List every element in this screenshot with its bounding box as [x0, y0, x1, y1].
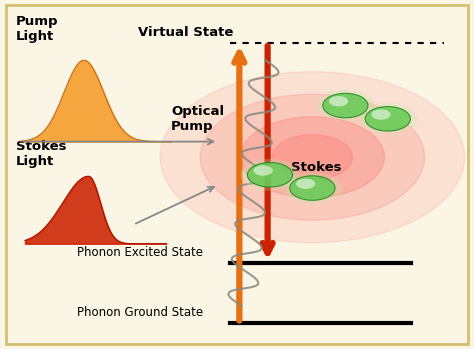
Text: Phonon Ground State: Phonon Ground State	[77, 306, 203, 319]
Ellipse shape	[358, 103, 417, 135]
Ellipse shape	[290, 176, 335, 200]
Ellipse shape	[160, 72, 465, 243]
Ellipse shape	[372, 109, 391, 120]
Ellipse shape	[247, 163, 292, 187]
Text: Phonon Excited State: Phonon Excited State	[77, 246, 203, 259]
Text: Optical
Pump: Optical Pump	[171, 105, 224, 133]
Ellipse shape	[323, 93, 368, 118]
FancyBboxPatch shape	[6, 5, 468, 344]
Ellipse shape	[329, 96, 348, 106]
Ellipse shape	[254, 165, 273, 176]
Ellipse shape	[365, 106, 410, 131]
Text: Virtual State: Virtual State	[138, 27, 233, 39]
Ellipse shape	[316, 90, 375, 121]
Text: Pump
Light: Pump Light	[16, 15, 58, 43]
Text: Stokes
Light: Stokes Light	[16, 140, 66, 168]
Ellipse shape	[296, 179, 315, 189]
Ellipse shape	[283, 172, 342, 204]
Ellipse shape	[200, 94, 425, 220]
Text: Stokes: Stokes	[291, 161, 342, 174]
Ellipse shape	[273, 135, 353, 180]
Ellipse shape	[241, 159, 300, 191]
Ellipse shape	[240, 117, 384, 198]
